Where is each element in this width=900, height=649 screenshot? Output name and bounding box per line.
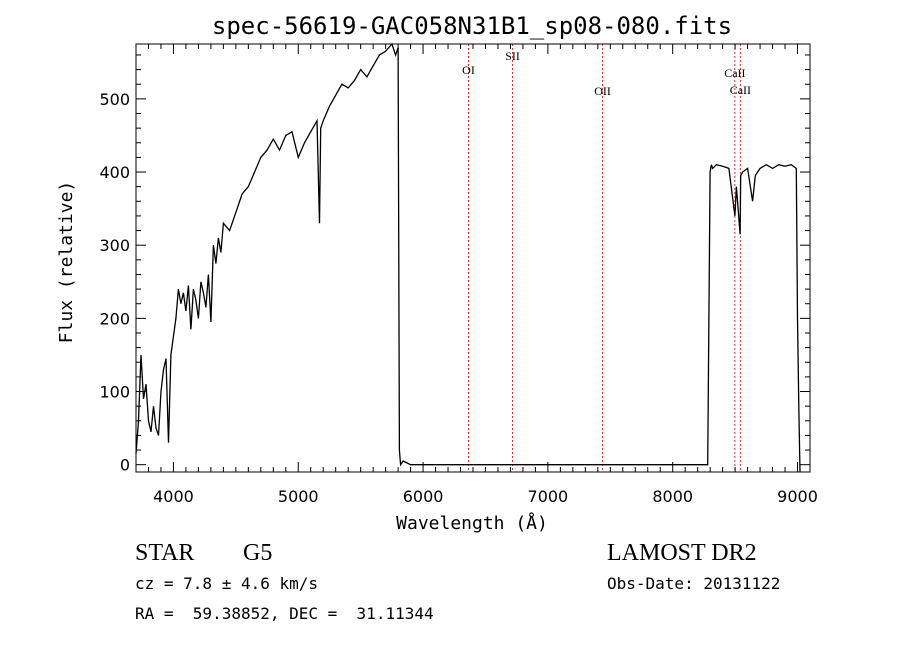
spectrum-line [135,42,801,473]
chart-title: spec-56619-GAC058N31B1_sp08-080.fits [212,12,732,40]
y-tick-label: 100 [99,383,130,402]
y-tick-label: 0 [120,456,130,475]
spectral-line-label: CaII [730,83,751,97]
y-tick-label: 400 [99,163,130,182]
object-class: STAR [135,540,195,566]
spectral-line-label: SII [505,49,520,63]
redshift-text: cz = 7.8 ± 4.6 km/s [135,574,319,593]
coordinates-text: RA = 59.38852, DEC = 31.11344 [135,604,434,623]
object-subclass: G5 [243,540,273,566]
y-tick-label: 200 [99,309,130,328]
spectral-line-label: OII [594,84,611,98]
x-tick-label: 9000 [777,487,818,506]
x-tick-label: 5000 [278,487,319,506]
obs-date-text: Obs-Date: 20131122 [607,574,781,593]
survey-name: LAMOST DR2 [607,540,757,566]
x-axis-label: Wavelength (Å) [396,512,548,534]
x-tick-label: 8000 [652,487,693,506]
y-axis-label: Flux (relative) [56,181,77,344]
x-tick-label: 6000 [403,487,444,506]
spectral-line-label: OI [462,63,475,77]
y-tick-label: 500 [99,90,130,109]
y-tick-label: 300 [99,236,130,255]
spectral-line-label: CaII [724,66,745,80]
x-tick-label: 4000 [153,487,194,506]
x-tick-label: 7000 [528,487,569,506]
